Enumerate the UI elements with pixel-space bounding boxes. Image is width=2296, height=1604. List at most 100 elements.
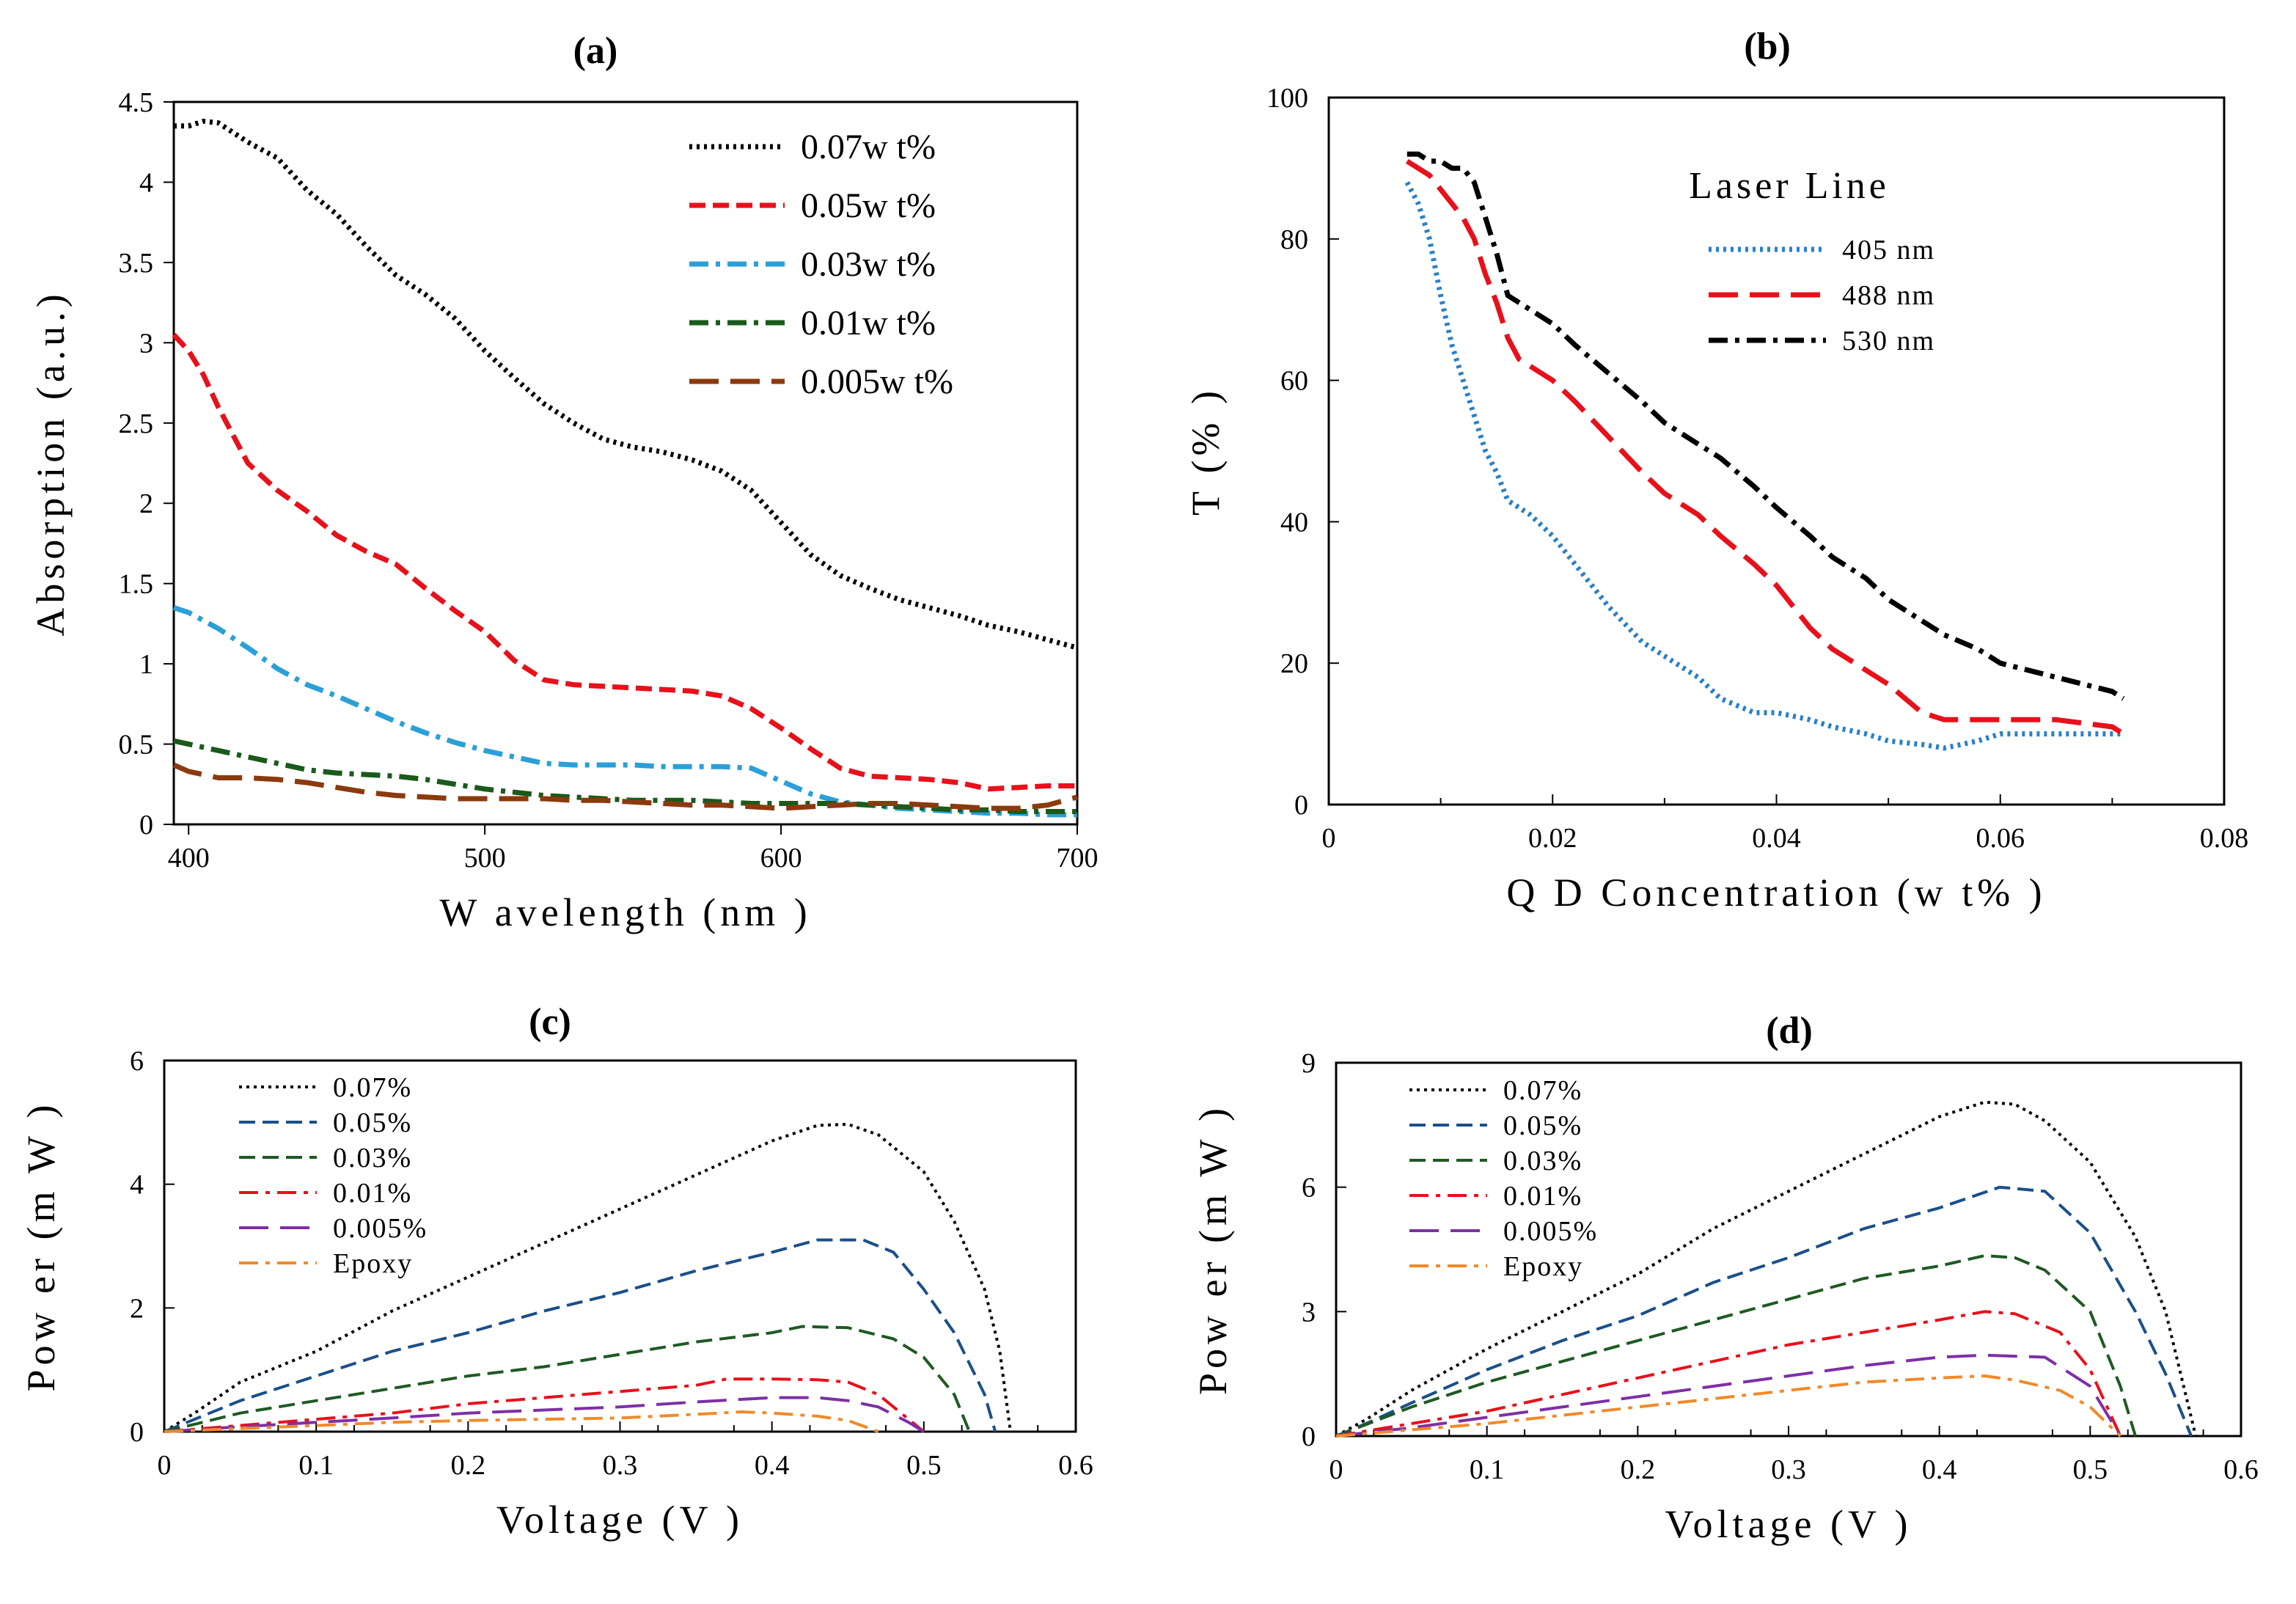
y-tick-label: 6 bbox=[1302, 1173, 1316, 1204]
x-tick-label: 0.08 bbox=[2200, 823, 2249, 854]
x-tick-label: 0.6 bbox=[2223, 1454, 2259, 1485]
x-tick-label: 0 bbox=[158, 1450, 172, 1481]
series-line-0-01wt bbox=[173, 738, 1077, 814]
x-tick-label: 0.5 bbox=[2073, 1454, 2108, 1485]
y-tick-label: 0 bbox=[130, 1417, 144, 1448]
series-line-0-07 bbox=[1335, 1100, 2198, 1438]
y-tick-label: 3 bbox=[1302, 1297, 1316, 1327]
legend-label: 0.03w t% bbox=[801, 245, 936, 284]
series-line-0-05 bbox=[164, 1238, 997, 1433]
x-tick-label: 0 bbox=[1322, 823, 1336, 854]
y-tick-label: 3 bbox=[139, 328, 153, 359]
y-tick-label: 4.5 bbox=[119, 87, 154, 118]
panel-title: (a) bbox=[573, 30, 618, 72]
y-axis-label: Pow er (m W ) bbox=[1191, 1104, 1235, 1395]
y-tick-label: 9 bbox=[1302, 1048, 1316, 1079]
x-axis-label: Voltage (V ) bbox=[496, 1498, 744, 1542]
panel-title: (d) bbox=[1766, 1010, 1813, 1052]
x-tick-label: 0 bbox=[1329, 1454, 1343, 1485]
y-tick-label: 0 bbox=[1302, 1421, 1316, 1452]
y-tick-label: 4 bbox=[139, 167, 153, 198]
x-tick-label: 0.2 bbox=[451, 1450, 486, 1481]
series-line-0-03 bbox=[164, 1325, 971, 1433]
x-tick-label: 0.06 bbox=[1976, 823, 2025, 854]
legend-label: 0.005w t% bbox=[801, 362, 953, 401]
x-tick-label: 600 bbox=[760, 843, 802, 874]
legend-title: Laser Line bbox=[1689, 165, 1890, 207]
series-line-Epoxy bbox=[164, 1410, 879, 1433]
legend-label: 0.05w t% bbox=[801, 186, 936, 225]
series-line-0-05 bbox=[1335, 1185, 2193, 1438]
y-tick-label: 40 bbox=[1280, 507, 1308, 538]
y-tick-label: 1 bbox=[139, 649, 153, 680]
x-tick-label: 0.3 bbox=[1771, 1454, 1806, 1485]
legend-label: Epoxy bbox=[1503, 1251, 1583, 1282]
series-line-405nm bbox=[1404, 181, 2124, 751]
legend-label: 0.03% bbox=[1503, 1146, 1582, 1176]
legend-label: 0.07% bbox=[333, 1072, 412, 1103]
plot-frame bbox=[1335, 1061, 2242, 1438]
panel-b: (b) 0 0.02 0.04 0.06 0.08 0 20 40 60 80 100 Q D Conc… bbox=[1184, 26, 2248, 915]
y-tick-label: 2 bbox=[139, 488, 153, 519]
y-tick-label: 0.5 bbox=[119, 730, 154, 761]
series-line-Epoxy bbox=[1335, 1374, 2121, 1438]
legend-label: 0.01% bbox=[333, 1178, 412, 1209]
x-tick-label: 0.4 bbox=[1922, 1454, 1957, 1485]
y-tick-label: 1.5 bbox=[119, 569, 154, 600]
series-line-0-05wt bbox=[172, 333, 1077, 792]
panel-title: (c) bbox=[529, 1001, 571, 1043]
x-tick-label: 0.4 bbox=[755, 1450, 790, 1481]
legend-label: 0.01% bbox=[1503, 1181, 1582, 1212]
legend-label: Epoxy bbox=[333, 1248, 413, 1279]
x-axis-label: W avelength (nm ) bbox=[439, 890, 811, 934]
y-tick-label: 0 bbox=[139, 810, 153, 841]
legend-label: 0.07w t% bbox=[801, 128, 936, 166]
series-line-0-07 bbox=[163, 1122, 1012, 1433]
y-tick-label: 20 bbox=[1280, 648, 1308, 679]
y-tick-label: 4 bbox=[130, 1170, 144, 1201]
x-tick-label: 0.1 bbox=[1470, 1454, 1505, 1485]
x-tick-label: 0.04 bbox=[1752, 823, 1801, 854]
legend-label: 0.07% bbox=[1503, 1075, 1582, 1106]
x-tick-label: 0.3 bbox=[603, 1450, 638, 1481]
x-tick-label: 0.6 bbox=[1058, 1450, 1093, 1481]
y-tick-label: 3.5 bbox=[119, 248, 154, 279]
x-tick-label: 0.2 bbox=[1621, 1454, 1656, 1485]
series-line-0-03 bbox=[1335, 1254, 2137, 1438]
x-tick-label: 700 bbox=[1057, 843, 1099, 874]
x-tick-label: 0.1 bbox=[298, 1450, 334, 1481]
legend-label: 530 nm bbox=[1842, 326, 1935, 356]
legend-label: 0.03% bbox=[333, 1143, 412, 1173]
panel-c: (c) 0 0.1 0.2 0.3 0.4 0.5 0.6 0 2 4 6 Voltage (V ) Po… bbox=[19, 1001, 1093, 1542]
x-tick-label: 400 bbox=[168, 843, 210, 874]
legend-label: 0.005% bbox=[333, 1213, 428, 1244]
series-line-0-005 bbox=[164, 1396, 925, 1433]
series-line-0-01 bbox=[1335, 1310, 2122, 1438]
series-line-488nm bbox=[1405, 158, 2125, 736]
legend-label: 0.05% bbox=[333, 1107, 412, 1138]
y-tick-label: 100 bbox=[1266, 83, 1308, 114]
x-tick-label: 500 bbox=[464, 843, 506, 874]
legend-label: 0.05% bbox=[1503, 1110, 1582, 1141]
legend-label: 405 nm bbox=[1842, 235, 1935, 265]
x-tick-label: 0.5 bbox=[906, 1450, 942, 1481]
legend-label: 488 nm bbox=[1842, 280, 1935, 311]
series-line-530nm bbox=[1406, 151, 2125, 701]
y-tick-label: 6 bbox=[130, 1046, 144, 1077]
y-axis-label: T (% ) bbox=[1184, 387, 1228, 516]
panel-d: (d) 0 0.1 0.2 0.3 0.4 0.5 0.6 0 3 6 9 Voltage (V ) Po… bbox=[1191, 1010, 2259, 1546]
y-tick-label: 0 bbox=[1294, 790, 1308, 821]
y-tick-label: 2.5 bbox=[119, 409, 154, 439]
panel-title: (b) bbox=[1744, 26, 1791, 67]
series-line-0-03wt bbox=[172, 605, 1077, 818]
series-line-0-005 bbox=[1335, 1353, 2122, 1438]
panel-a: (a) 400 500 600 700 0 0.5 1 1.5 2 2.5 3 3.5 4 4.5 W ave… bbox=[29, 30, 1099, 934]
legend-label: 0.005% bbox=[1503, 1216, 1598, 1247]
y-tick-label: 2 bbox=[130, 1293, 144, 1324]
x-axis-label: Q D Concentration (w t% ) bbox=[1506, 871, 2046, 915]
x-axis-label: Voltage (V ) bbox=[1665, 1502, 1912, 1546]
plot-frame bbox=[172, 100, 1079, 826]
y-tick-label: 80 bbox=[1280, 224, 1308, 255]
legend-label: 0.01w t% bbox=[801, 304, 936, 343]
